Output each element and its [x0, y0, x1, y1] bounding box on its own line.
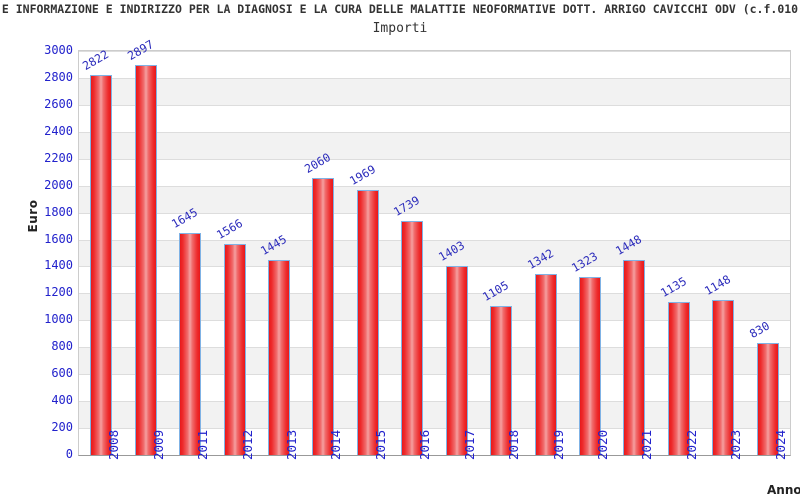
x-tick-label: 2014 — [328, 429, 344, 460]
bar[interactable] — [667, 302, 690, 455]
x-axis-title: Anno — [767, 483, 800, 497]
gridline — [79, 131, 790, 133]
gridline — [79, 374, 790, 376]
y-tick-label: 2000 — [44, 177, 73, 192]
x-tick-label: 2015 — [372, 429, 388, 460]
gridline — [79, 428, 790, 430]
bar-value-label: 1969 — [346, 161, 378, 188]
gridline — [79, 51, 790, 52]
background-band — [79, 77, 790, 105]
x-tick-label: 2016 — [417, 429, 433, 460]
y-tick-label: 1800 — [44, 204, 73, 219]
bar[interactable] — [267, 260, 290, 455]
x-tick-label: 2019 — [550, 429, 566, 460]
background-band — [79, 185, 790, 213]
bar[interactable] — [490, 306, 513, 455]
x-tick-label: 2013 — [283, 429, 299, 460]
x-tick-label: 2012 — [239, 429, 255, 460]
bar-value-label: 830 — [746, 318, 772, 342]
x-tick-label: 2018 — [506, 429, 522, 460]
bar[interactable] — [90, 74, 113, 455]
x-tick-label: 2021 — [639, 429, 655, 460]
bar-value-label: 2897 — [124, 36, 156, 63]
y-tick-label: 1600 — [44, 231, 73, 246]
bar[interactable] — [223, 244, 246, 455]
gridline — [79, 77, 790, 79]
y-tick-label: 600 — [51, 366, 73, 381]
bar[interactable] — [401, 220, 424, 455]
x-tick-label: 2020 — [595, 429, 611, 460]
y-tick-label: 400 — [51, 393, 73, 408]
x-tick-label: 2022 — [683, 429, 699, 460]
y-tick-label: 800 — [51, 339, 73, 354]
y-tick-label: 2800 — [44, 69, 73, 84]
chart-subtitle: Importi — [372, 21, 428, 36]
gridline — [79, 401, 790, 403]
gridline — [79, 158, 790, 160]
gridline — [79, 212, 790, 214]
gridline — [79, 320, 790, 322]
gridline — [79, 347, 790, 349]
bar[interactable] — [179, 233, 202, 455]
x-tick-label: 2009 — [150, 429, 166, 460]
background-band — [79, 131, 790, 159]
y-tick-label: 1200 — [44, 285, 73, 300]
bar[interactable] — [356, 189, 379, 455]
bar[interactable] — [623, 260, 646, 455]
x-tick-label: 2017 — [461, 429, 477, 460]
y-tick-label: 1000 — [44, 312, 73, 327]
gridline — [79, 185, 790, 187]
x-tick-label: 2023 — [728, 429, 744, 460]
x-tick-label: 2024 — [772, 429, 788, 460]
bar[interactable] — [534, 274, 557, 455]
bar-value-label: 1566 — [213, 216, 245, 243]
chart-title: E INFORMAZIONE E INDIRIZZO PER LA DIAGNO… — [1, 2, 799, 16]
bar[interactable] — [579, 276, 602, 455]
bar[interactable] — [312, 177, 335, 455]
y-tick-label: 3000 — [44, 43, 73, 57]
x-tick-label: 2011 — [195, 429, 211, 460]
bar[interactable] — [445, 266, 468, 455]
y-tick-label: 2200 — [44, 150, 73, 165]
y-tick-label: 2600 — [44, 96, 73, 111]
gridline — [79, 266, 790, 268]
bar[interactable] — [756, 343, 779, 455]
x-tick-label: 2008 — [106, 429, 122, 460]
y-tick-label: 1400 — [44, 258, 73, 273]
gridline — [79, 293, 790, 295]
bar[interactable] — [134, 64, 157, 455]
gridline — [79, 104, 790, 106]
bar[interactable] — [712, 300, 735, 455]
gridline — [79, 239, 790, 241]
y-tick-label: 2400 — [44, 123, 73, 138]
y-axis-title: Euro — [26, 199, 40, 233]
y-tick-label: 0 — [65, 447, 73, 461]
plot-area: 2822 2897 1645 1566 1445 2060 1969 1739 1403 1105… — [78, 37, 791, 456]
y-tick-label: 200 — [51, 420, 73, 435]
